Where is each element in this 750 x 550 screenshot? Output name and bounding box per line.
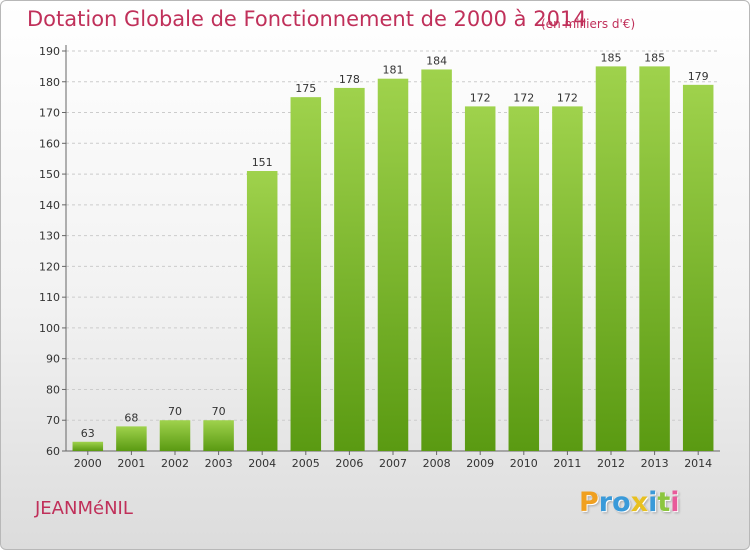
y-tick-label: 80 [46,383,60,396]
x-tick-label: 2011 [553,457,581,470]
x-tick-label: 2013 [641,457,669,470]
y-tick-label: 130 [39,230,60,243]
commune-name: JEANMéNIL [35,498,133,519]
chart-subtitle: (en milliers d'€) [541,17,636,31]
data-labels: 63 68 70 70 151 175 178 181 184 172 172 172 185 185 17… [81,51,709,439]
data-label: 68 [124,411,138,424]
logo-letter: P [579,487,599,518]
data-label: 185 [601,51,622,64]
data-label: 175 [295,82,316,95]
chart-title: Dotation Globale de Fonctionnement de 20… [27,7,587,31]
bar [377,78,409,451]
data-label: 179 [688,70,709,83]
data-label: 70 [168,405,182,418]
logo-letter: t [657,487,671,518]
x-tick-label: 2010 [510,457,538,470]
data-label: 172 [470,91,491,104]
data-label: 70 [212,405,226,418]
x-tick-label: 2014 [684,457,712,470]
y-tick-label: 150 [39,168,60,181]
data-label: 151 [252,156,273,169]
bar [464,106,496,451]
x-tick-label: 2002 [161,457,189,470]
x-tick-label: 2000 [74,457,102,470]
x-tick-label: 2006 [335,457,363,470]
bar [595,66,627,451]
y-tick-label: 60 [46,445,60,458]
y-tick-label: 100 [39,322,60,335]
y-tick-label: 120 [39,260,60,273]
bar [552,106,583,451]
data-label: 185 [644,51,665,64]
logo-letter: o [612,487,631,518]
y-tick-label: 190 [39,45,60,58]
y-tick-label: 180 [39,76,60,89]
bar [72,441,104,451]
x-tick-label: 2005 [292,457,320,470]
logo-letter: x [630,487,649,518]
data-label: 172 [513,91,534,104]
logo-letter: i [648,487,658,518]
bar [421,69,452,451]
y-tick-label: 90 [46,353,60,366]
bar [682,84,714,451]
data-label: 178 [339,73,360,86]
bar [508,106,540,451]
y-tick-label: 140 [39,199,60,212]
x-tick-label: 2008 [423,457,451,470]
logo-letter: r [598,487,613,518]
y-tick-label: 110 [39,291,60,304]
bar [334,87,365,451]
logo-letter: i [670,487,680,518]
x-tick-label: 2003 [205,457,233,470]
y-tick-label: 70 [46,414,60,427]
bar [116,426,147,451]
y-tick-label: 160 [39,137,60,150]
x-tick-label: 2001 [117,457,145,470]
bar [159,420,191,451]
x-tick-label: 2007 [379,457,407,470]
x-tick-label: 2004 [248,457,276,470]
proxiti-logo: Proxiti [579,487,680,518]
bars [72,66,714,452]
axes: 60 70 80 90 100 110 120 130 140 150 160 170 180 190 20… [39,45,720,470]
bar [639,66,670,451]
bar [203,420,234,451]
bar [246,171,278,451]
data-label: 172 [557,91,578,104]
bar [290,97,322,452]
x-tick-label: 2012 [597,457,625,470]
data-label: 63 [81,427,95,440]
data-label: 184 [426,54,447,67]
x-tick-label: 2009 [466,457,494,470]
y-tick-label: 170 [39,107,60,120]
data-label: 181 [383,64,404,77]
